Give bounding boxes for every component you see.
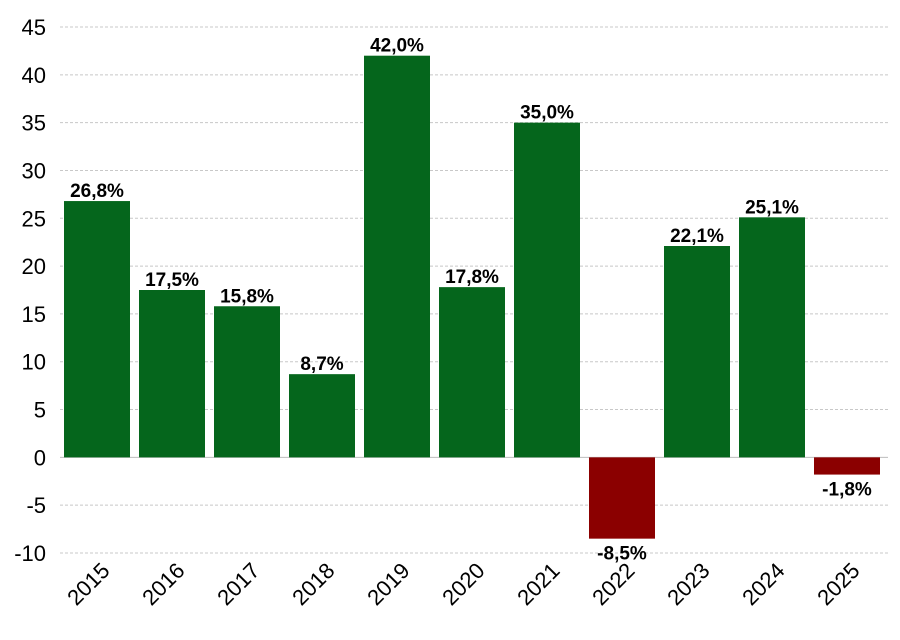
y-tick-label: 45 bbox=[22, 15, 46, 40]
x-tick-label: 2021 bbox=[512, 558, 564, 610]
x-tick-label: 2025 bbox=[812, 558, 864, 610]
data-label: 17,8% bbox=[445, 267, 499, 288]
bar bbox=[364, 55, 430, 458]
bar bbox=[289, 374, 355, 458]
y-tick-label: 0 bbox=[34, 445, 46, 470]
data-labels: 26,8% 17,5% 15,8% 8,7% 42,0% 17,8% 35,0% -8,5% 2… bbox=[70, 36, 872, 565]
bar bbox=[64, 201, 130, 458]
bar bbox=[589, 457, 655, 539]
bar bbox=[439, 287, 505, 458]
y-tick-label: 15 bbox=[22, 302, 46, 327]
y-tick-label: 30 bbox=[22, 158, 46, 183]
data-label: 35,0% bbox=[520, 103, 574, 124]
data-label: -8,5% bbox=[597, 544, 647, 565]
y-tick-label: 10 bbox=[22, 350, 46, 375]
y-tick-label: 35 bbox=[22, 111, 46, 136]
x-tick-label: 2019 bbox=[362, 558, 414, 610]
bars bbox=[64, 55, 880, 539]
data-label: 17,5% bbox=[145, 270, 199, 291]
x-tick-label: 2020 bbox=[437, 558, 489, 610]
y-axis-ticks: 45 40 35 30 25 20 15 10 5 0 -5 -10 bbox=[14, 15, 46, 566]
data-label: -1,8% bbox=[822, 480, 872, 501]
x-tick-label: 2018 bbox=[287, 558, 339, 610]
data-label: 15,8% bbox=[220, 286, 274, 307]
bar bbox=[514, 122, 580, 458]
x-tick-label: 2017 bbox=[212, 558, 264, 610]
x-tick-label: 2024 bbox=[737, 558, 789, 610]
data-label: 8,7% bbox=[300, 354, 343, 375]
x-tick-label: 2022 bbox=[587, 558, 639, 610]
bar bbox=[139, 290, 205, 458]
data-label: 26,8% bbox=[70, 181, 124, 202]
bar bbox=[214, 306, 280, 458]
y-tick-label: 25 bbox=[22, 206, 46, 231]
x-tick-label: 2016 bbox=[137, 558, 189, 610]
bar bbox=[814, 457, 880, 475]
x-tick-label: 2023 bbox=[662, 558, 714, 610]
data-label: 42,0% bbox=[370, 36, 424, 57]
y-tick-label: -10 bbox=[14, 541, 46, 566]
bar bbox=[664, 246, 730, 458]
bar bbox=[739, 217, 805, 458]
data-label: 25,1% bbox=[745, 197, 799, 218]
data-label: 22,1% bbox=[670, 226, 724, 247]
x-tick-label: 2015 bbox=[62, 558, 114, 610]
x-axis-ticks: 2015 2016 2017 2018 2019 2020 2021 2022 2023 2024… bbox=[62, 558, 864, 610]
y-tick-label: 40 bbox=[22, 63, 46, 88]
y-tick-label: 20 bbox=[22, 254, 46, 279]
y-tick-label: 5 bbox=[34, 398, 46, 423]
y-tick-label: -5 bbox=[26, 493, 46, 518]
